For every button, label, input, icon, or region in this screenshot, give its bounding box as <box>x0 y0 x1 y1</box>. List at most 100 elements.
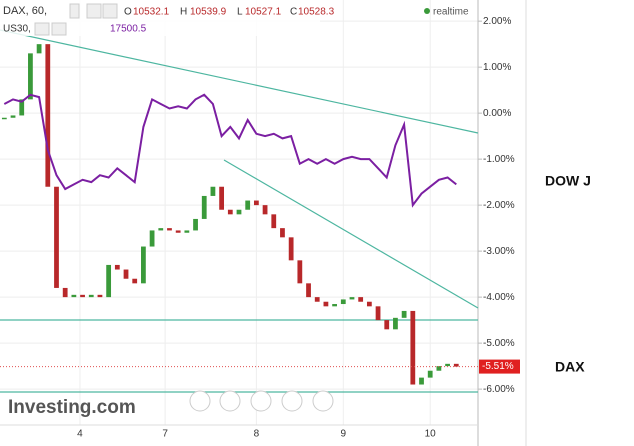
candle-body <box>193 218 198 231</box>
last-price-label: -5.51% <box>482 361 514 372</box>
candle-body <box>271 214 277 229</box>
candle-body <box>436 366 442 371</box>
candle-body <box>10 115 16 118</box>
candle-body <box>62 287 68 298</box>
candle-body <box>340 299 346 305</box>
candle-body <box>227 209 233 215</box>
candle-body <box>106 264 112 298</box>
candle-body <box>149 230 155 247</box>
y-tick-label: 1.00% <box>483 62 511 73</box>
candle-body <box>288 237 294 261</box>
y-tick-label: -5.00% <box>483 338 515 349</box>
candle-body <box>419 377 424 385</box>
zoom-controls <box>189 390 334 412</box>
ohlc-value: 10528.3 <box>298 7 335 18</box>
settings-button[interactable] <box>86 3 102 19</box>
x-tick-label: 8 <box>254 429 260 440</box>
y-tick-label: -2.00% <box>483 200 515 211</box>
candle-body <box>401 310 407 318</box>
candle-body <box>201 195 207 219</box>
candle-body <box>71 294 77 298</box>
x-tick-label: 7 <box>162 429 168 440</box>
candle-body <box>358 297 364 302</box>
menu-button[interactable] <box>69 3 80 19</box>
trend-line <box>0 29 479 134</box>
candle-body <box>349 297 355 300</box>
candle-body <box>123 269 129 279</box>
candle-body <box>1 117 7 120</box>
candle-body <box>158 228 164 231</box>
ohlc-label: O <box>124 7 132 18</box>
candle-body <box>19 99 25 116</box>
ohlc-label: C <box>290 7 297 18</box>
y-tick-label: 0.00% <box>483 108 511 119</box>
candle-body <box>280 228 285 238</box>
candle-body <box>427 370 433 378</box>
side-label: DAX <box>555 359 585 375</box>
candle-body <box>210 186 216 196</box>
zoom-in[interactable] <box>281 390 303 412</box>
candle-body <box>453 363 459 367</box>
candle-body <box>97 294 103 298</box>
y-tick-label: 2.00% <box>483 16 511 27</box>
x-tick-label: 4 <box>77 429 83 440</box>
candle-body <box>384 320 390 330</box>
ohlc-value: 10527.1 <box>245 7 282 18</box>
candle-body <box>253 200 259 206</box>
candle-body <box>88 294 94 298</box>
candle-body <box>141 246 146 284</box>
candle-body <box>36 44 42 54</box>
candle-body <box>445 363 450 367</box>
y-tick-label: -4.00% <box>483 292 515 303</box>
candle-body <box>332 304 337 307</box>
x-tick-label: 9 <box>341 429 347 440</box>
candle-body <box>219 186 225 210</box>
ohlc-value: 10539.9 <box>190 7 227 18</box>
candle-body <box>45 44 51 187</box>
symbol: DAX, 60, <box>3 5 47 17</box>
settings-button[interactable] <box>34 22 50 36</box>
y-tick-label: -1.00% <box>483 154 515 165</box>
marks <box>0 44 478 385</box>
watermark: Investing.com <box>8 397 136 418</box>
candle-body <box>132 278 138 284</box>
ohlc-value: 10532.1 <box>133 7 170 18</box>
candle-body <box>245 200 251 210</box>
candle-body <box>410 310 416 385</box>
candle-body <box>323 301 329 307</box>
candle-body <box>184 230 190 233</box>
grid <box>0 0 478 425</box>
scroll-right[interactable] <box>312 390 334 412</box>
candle-body <box>393 317 398 330</box>
x-tick-label: 10 <box>425 429 437 440</box>
close-button[interactable] <box>51 22 67 36</box>
y-tick-label: -6.00% <box>483 384 515 395</box>
candle-body <box>28 53 33 100</box>
last-price-tag <box>479 359 520 374</box>
candle-body <box>306 283 311 298</box>
trend-line <box>223 159 479 309</box>
candle-body <box>80 294 85 298</box>
candle-body <box>262 205 268 215</box>
ohlc-label: L <box>237 7 243 18</box>
candle-body <box>297 260 303 284</box>
side-label: DOW J <box>545 173 591 189</box>
candle-body <box>167 228 172 231</box>
scroll-left[interactable] <box>189 390 211 412</box>
candle-body <box>314 297 320 302</box>
compare-price: 17500.5 <box>110 24 147 35</box>
close-button[interactable] <box>102 3 118 19</box>
realtime: realtime <box>433 7 469 18</box>
realtime-dot <box>424 8 430 14</box>
candle-body <box>366 301 372 307</box>
reset[interactable] <box>250 390 272 412</box>
zoom-out[interactable] <box>219 390 241 412</box>
compare-symbol: US30, <box>3 24 31 35</box>
candle-body <box>375 306 381 321</box>
candle-body <box>236 209 242 215</box>
candle-body <box>54 186 59 288</box>
ohlc-label: H <box>180 7 187 18</box>
y-tick-label: -3.00% <box>483 246 515 257</box>
